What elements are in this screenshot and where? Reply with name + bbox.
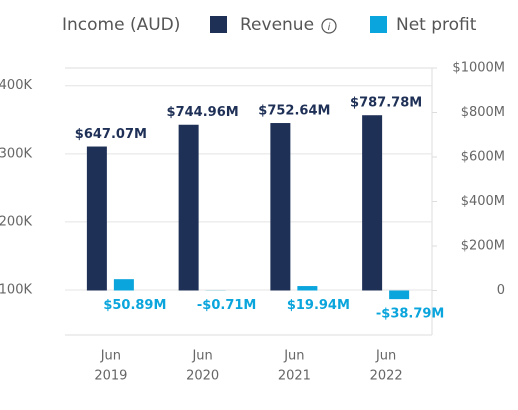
value-label: $647.07M (75, 127, 147, 142)
x-tick-label: 2022 (370, 369, 403, 384)
y-tick-label: $400M (461, 194, 505, 209)
x-tick-label: Jun (375, 349, 396, 364)
value-label: $787.78M (350, 96, 422, 111)
bar (270, 123, 291, 291)
bar (389, 290, 410, 300)
bar (297, 286, 318, 291)
y-tick-label: $200M (461, 239, 505, 254)
y-tick-label: 0 (497, 283, 505, 298)
value-label: -$38.79M (376, 307, 445, 322)
legend-label: Net profit (396, 15, 477, 35)
y-tick-label: $800M (461, 105, 505, 120)
y2-tick-label: 300K (0, 146, 32, 161)
x-tick-label: Jun (191, 349, 212, 364)
x-tick-label: Jun (283, 349, 304, 364)
chart-title: Income (AUD) (62, 15, 180, 35)
value-label: $744.96M (167, 105, 239, 120)
legend-swatch (370, 16, 387, 33)
y-tick-label: $1000M (452, 61, 505, 76)
bar (113, 279, 134, 291)
x-tick-label: Jun (100, 349, 121, 364)
bar (362, 115, 383, 291)
x-tick-label: 2019 (94, 369, 127, 384)
info-icon-glyph: i (328, 22, 331, 33)
legend-label: Revenue (240, 15, 314, 35)
bar (86, 146, 107, 291)
value-label: -$0.71M (197, 298, 256, 313)
legend-swatch (210, 16, 227, 33)
y2-tick-label: 400K (0, 78, 32, 93)
x-tick-label: 2020 (186, 369, 219, 384)
bar (178, 124, 199, 291)
x-tick-label: 2021 (278, 369, 311, 384)
value-label: $50.89M (103, 298, 166, 313)
value-label: $19.94M (287, 298, 350, 313)
y2-tick-label: 100K (0, 283, 32, 298)
info-icon[interactable] (321, 18, 337, 34)
value-label: $752.64M (258, 104, 330, 119)
y2-tick-label: 200K (0, 214, 32, 229)
y-tick-label: $600M (461, 150, 505, 165)
